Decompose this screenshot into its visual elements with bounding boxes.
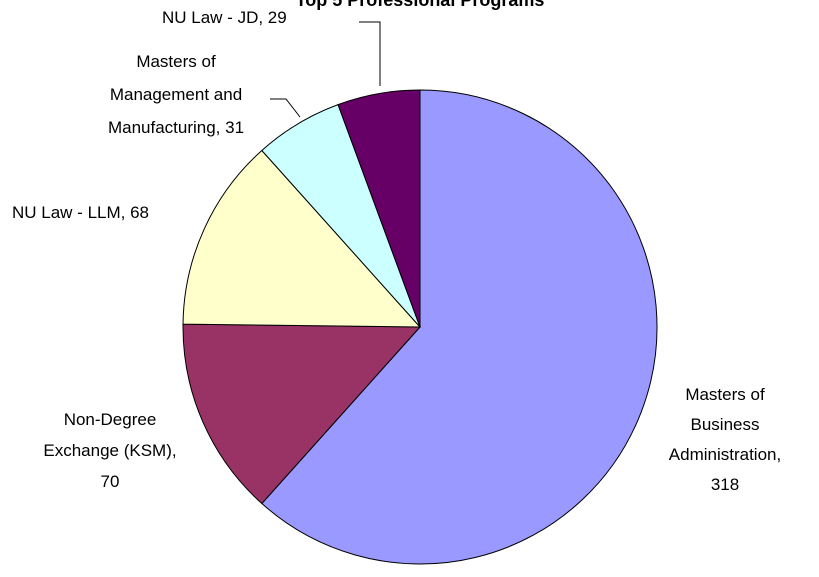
chart-title: Top 5 Professional Programs [296,0,545,10]
data-label: NU Law - LLM, 68 [12,203,149,222]
data-label: NU Law - JD, 29 [162,8,287,27]
pie-slice [261,89,658,565]
pie-slice [337,89,421,328]
pie-slice [182,323,422,505]
data-label: Masters of Management and Manufacturing, 3… [108,52,244,137]
pie-slice [182,149,422,328]
data-label: Masters of Business Administration, 318 [669,385,781,494]
leader-line [359,21,381,86]
data-label: Non-Degree Exchange (KSM), 70 [43,410,176,491]
leader-line [270,98,301,118]
